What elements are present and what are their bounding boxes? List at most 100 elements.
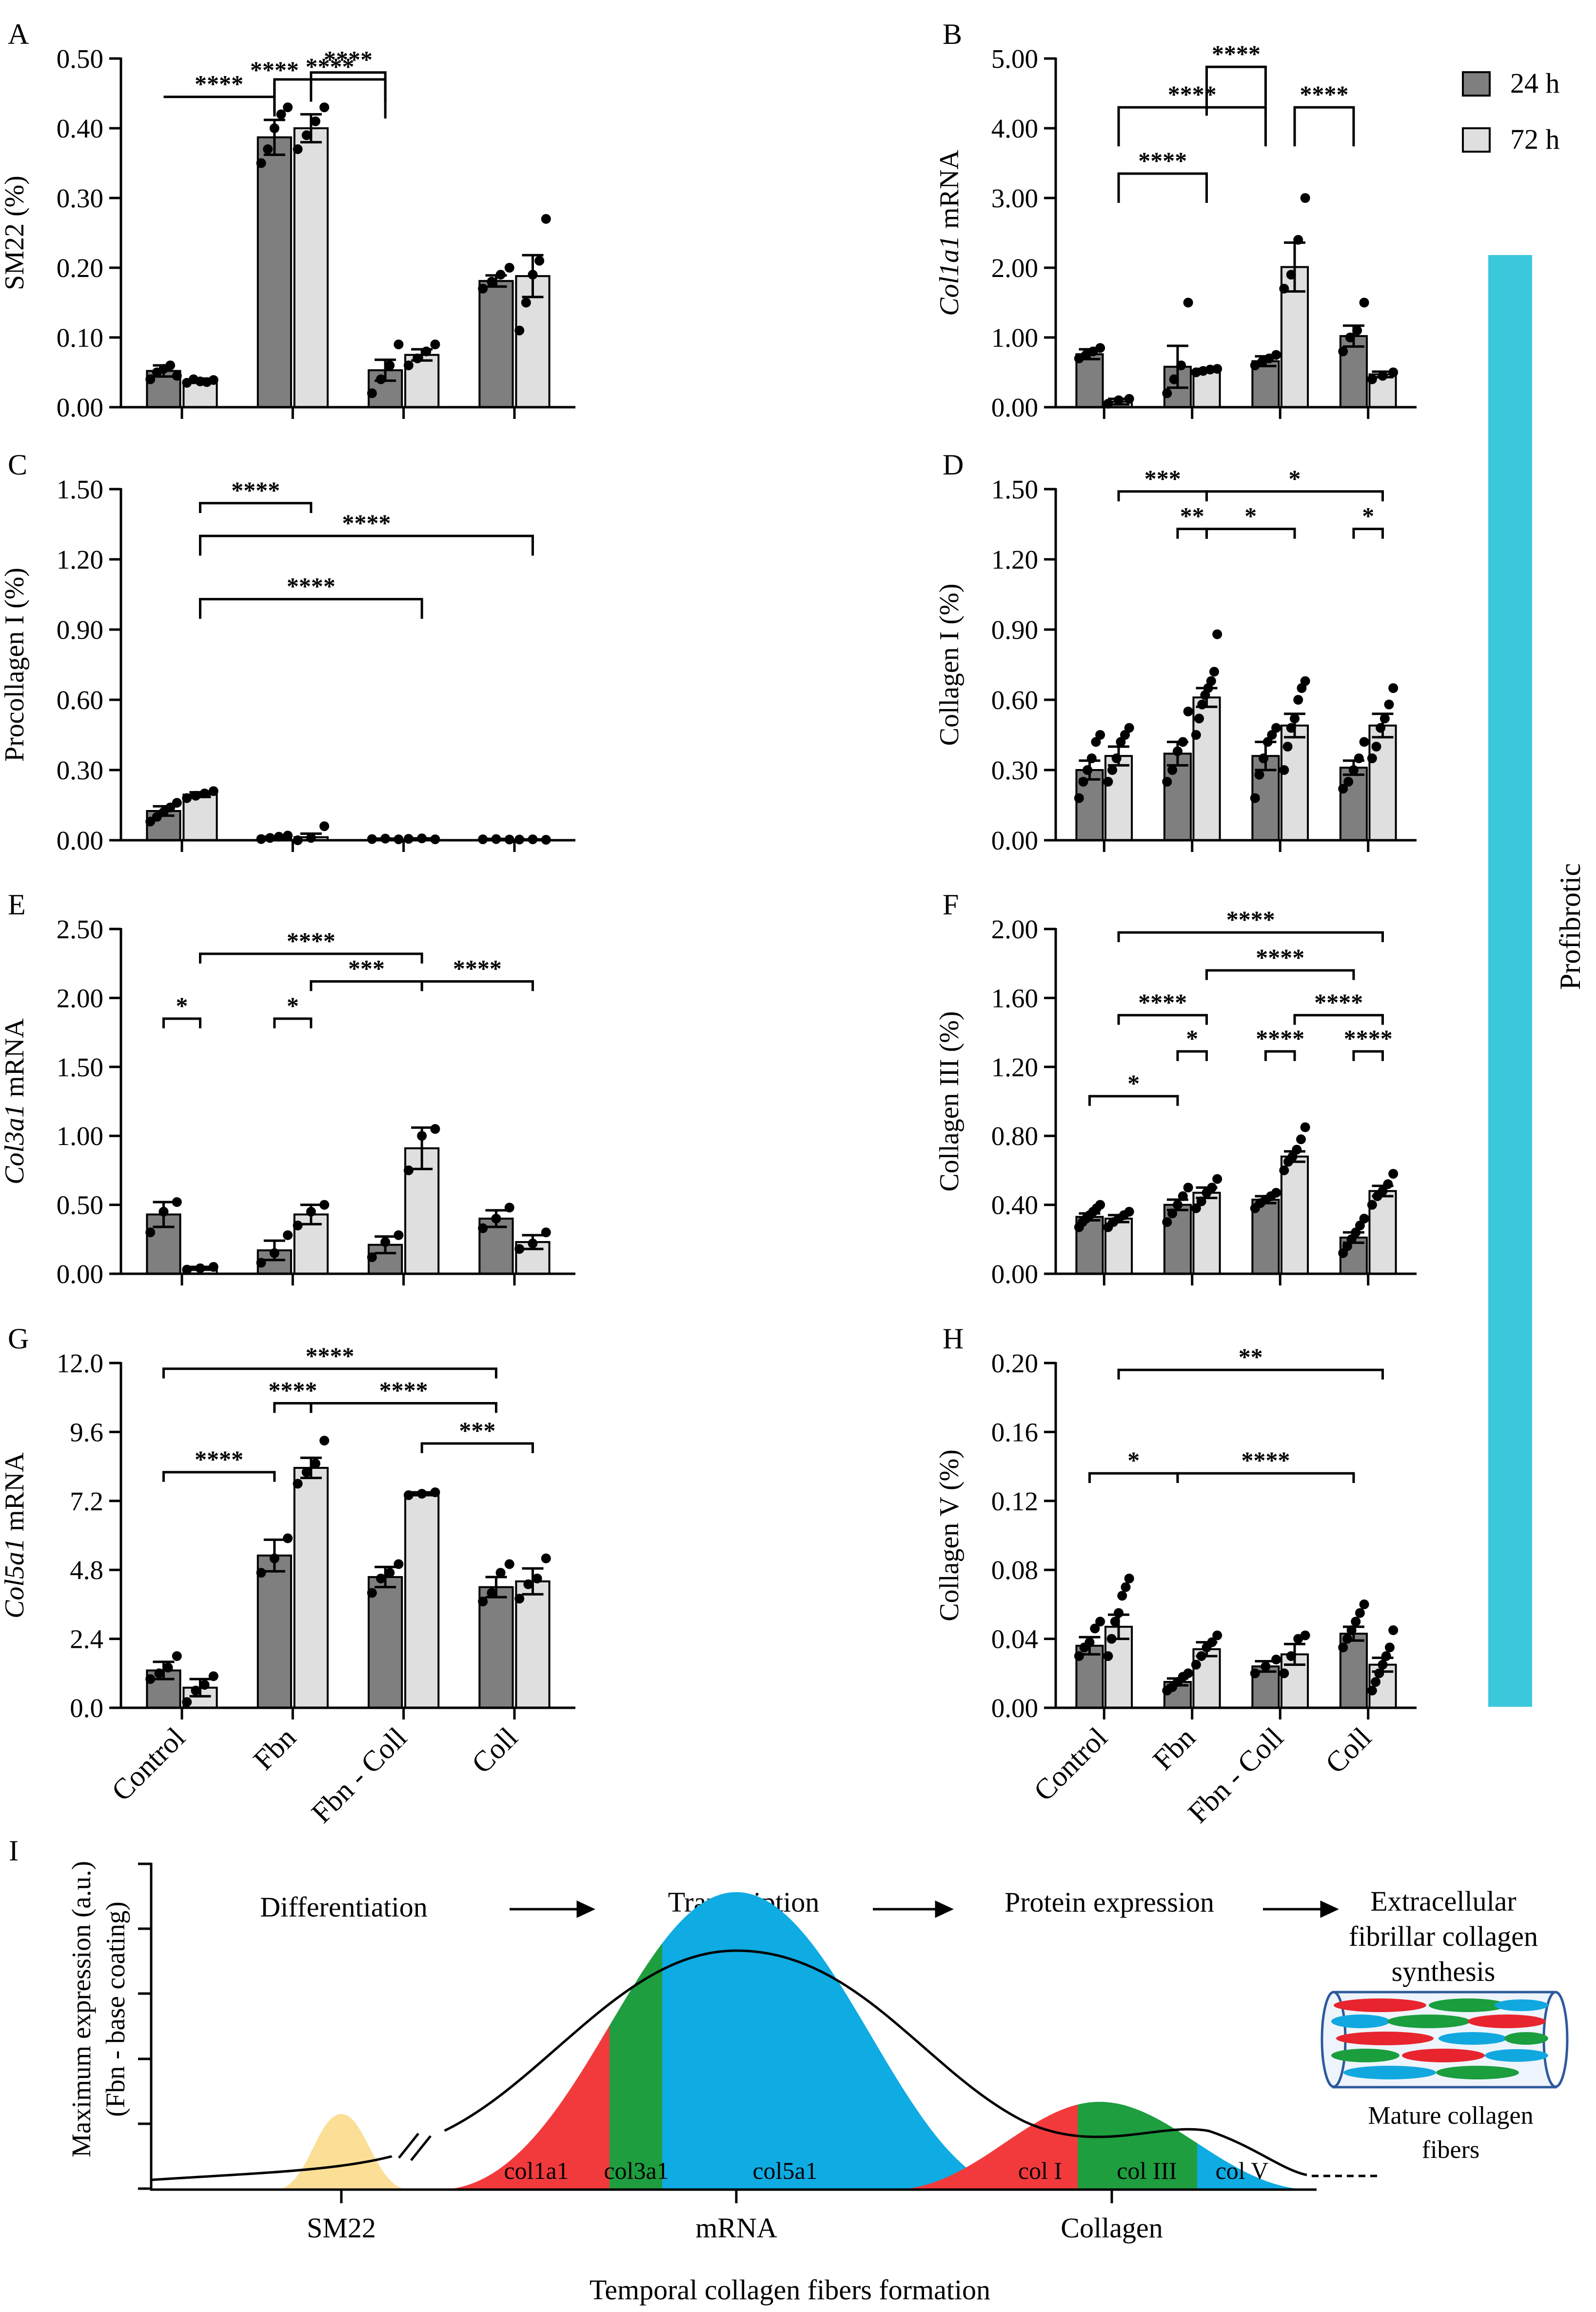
- data-point: [1121, 1582, 1131, 1592]
- significance-bracket: [1205, 65, 1267, 116]
- data-point: [301, 130, 312, 140]
- profibrotic-label: Profibrotic: [1554, 863, 1586, 990]
- data-point: [145, 1674, 156, 1684]
- y-tick-label: 0.00: [991, 826, 1038, 855]
- data-point: [528, 270, 538, 280]
- y-tick-label: 0.20: [57, 253, 103, 283]
- data-point: [306, 1206, 316, 1217]
- y-tick-label: 0.30: [57, 183, 103, 213]
- data-point: [478, 1597, 488, 1607]
- significance-bracket: [199, 534, 534, 556]
- y-tick-label: 0.60: [991, 685, 1038, 715]
- significance-stars: *: [1127, 1069, 1140, 1097]
- y-tick-label: 2.50: [57, 914, 103, 944]
- data-point: [394, 1559, 404, 1569]
- panel-h: H 0.00 0.04 0.08 0.12 0.16 0.20 Collagen V (%) C…: [934, 1323, 1417, 1829]
- bar-24h-fbn: [1163, 752, 1192, 842]
- data-point: [1205, 364, 1215, 375]
- significance-bracket: [1117, 931, 1384, 942]
- data-point: [1197, 699, 1207, 710]
- data-point: [1338, 346, 1348, 356]
- significance-bracket: [162, 1471, 276, 1482]
- data-point: [1083, 765, 1093, 775]
- y-tick-label: 1.00: [991, 323, 1038, 353]
- data-point: [376, 374, 386, 384]
- y-tick-label: 0.04: [991, 1624, 1038, 1654]
- significance-stars: ***: [348, 954, 385, 982]
- data-point: [1116, 737, 1126, 747]
- panel-i-axes: [138, 1862, 1317, 2203]
- data-point: [1371, 742, 1381, 751]
- mrna-peak: [439, 1892, 1019, 2190]
- y-tick-label: 2.4: [70, 1624, 103, 1654]
- y-tick-label: 0.50: [57, 1190, 103, 1220]
- data-point: [293, 1221, 303, 1231]
- data-point: [1167, 765, 1178, 775]
- data-point: [1388, 367, 1399, 377]
- data-point: [1212, 629, 1222, 639]
- data-point: [504, 1559, 514, 1569]
- x-category-label: Fbn - Coll: [305, 1721, 413, 1829]
- y-tick-label: 1.20: [57, 545, 103, 574]
- y-tick-label: 4.8: [70, 1555, 103, 1585]
- significance-bracket: [1264, 1050, 1296, 1061]
- significance-stars: ****: [268, 1376, 317, 1403]
- data-point: [1286, 723, 1296, 733]
- significance-stars: ****: [250, 56, 299, 83]
- significance-stars: ****: [287, 927, 335, 954]
- y-tick-label: 0.16: [991, 1417, 1038, 1447]
- significance-bracket: [310, 1402, 497, 1413]
- bar-24h-fbn: [256, 136, 292, 408]
- y-tick-label: 2.00: [991, 253, 1038, 283]
- stage-extracellular: Extracellular: [1370, 1885, 1517, 1917]
- data-point: [1124, 723, 1134, 733]
- significance-bracket: [420, 980, 534, 991]
- data-point: [1212, 1630, 1222, 1640]
- data-point: [1095, 1200, 1105, 1210]
- y-tick-label: 1.20: [991, 1052, 1038, 1082]
- data-point: [1279, 765, 1289, 775]
- data-point: [403, 1165, 414, 1175]
- data-point: [1367, 374, 1377, 384]
- segment-col1a1: col1a1: [504, 2157, 569, 2184]
- data-point: [1178, 737, 1188, 747]
- data-point: [145, 374, 156, 384]
- y-tick-label: 1.60: [991, 983, 1038, 1013]
- panel-letter-g: G: [8, 1323, 29, 1355]
- y-axis-label: Col5a1 mRNA: [0, 1452, 30, 1619]
- data-point: [1388, 1625, 1399, 1635]
- significance-stars: ****: [453, 954, 502, 982]
- data-point: [1095, 1617, 1105, 1627]
- data-point: [1084, 1637, 1095, 1647]
- x-category-label: Fbn - Coll: [1182, 1721, 1289, 1829]
- significance-bracket: [1088, 1095, 1179, 1106]
- significance-bracket: [1205, 490, 1384, 501]
- arrow-3-head: [1320, 1900, 1339, 1918]
- data-point: [495, 270, 506, 280]
- significance-bracket: [1293, 106, 1355, 147]
- data-point: [208, 786, 218, 796]
- data-point: [1191, 1203, 1201, 1213]
- data-point: [1191, 1660, 1201, 1670]
- data-point: [1374, 1668, 1384, 1679]
- y-axis-label: Collagen V (%): [934, 1449, 965, 1621]
- panel-d: D 0.00 0.30 0.60 0.90 1.20 1.50 Collagen I (%) *…: [934, 449, 1417, 855]
- data-point: [1103, 1651, 1113, 1661]
- data-point: [1250, 793, 1260, 803]
- panel-letter-c: C: [8, 449, 27, 481]
- y-tick-label: 12.0: [57, 1348, 103, 1378]
- significance-stars: ****: [195, 70, 243, 98]
- data-point: [1124, 1206, 1134, 1217]
- data-point: [487, 277, 497, 287]
- significance-bracket: [199, 502, 313, 513]
- panel-i-xlabel: Temporal collagen fibers formation: [590, 2274, 990, 2306]
- data-point: [182, 1697, 192, 1707]
- data-point: [523, 1579, 533, 1589]
- panel-i-ylabel-line2: (Fbn - base coating): [100, 1901, 130, 2116]
- significance-stars: ***: [1144, 465, 1181, 492]
- significance-stars: ****: [1138, 147, 1187, 174]
- data-point: [1271, 1655, 1281, 1665]
- data-point: [541, 214, 551, 224]
